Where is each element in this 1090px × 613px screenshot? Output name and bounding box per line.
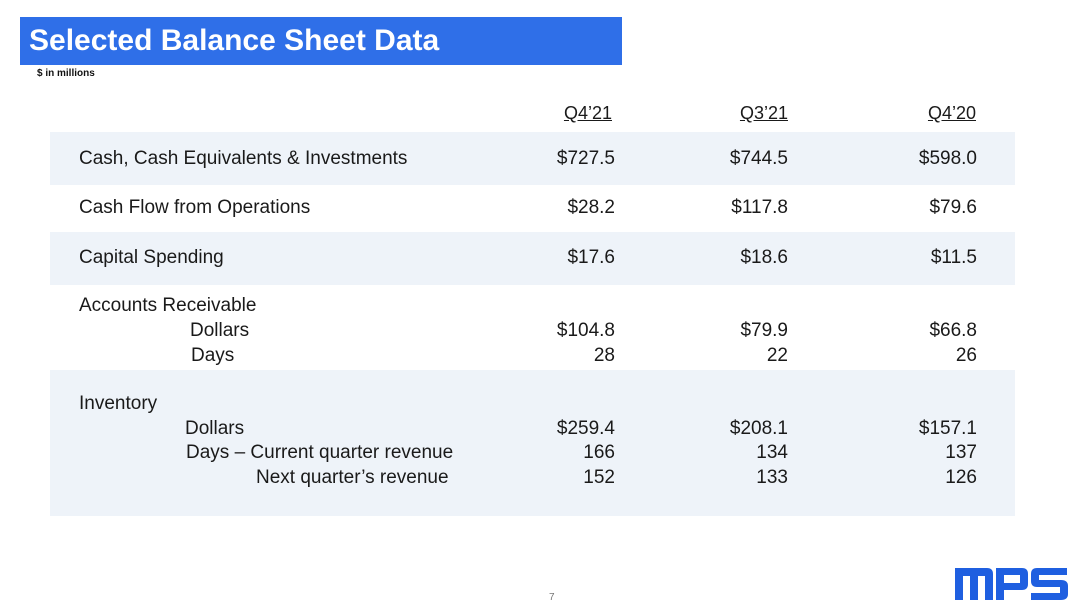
cell-inv-days-next-q4-21: 152	[583, 467, 615, 488]
cell-capex-q4-21: $17.6	[567, 247, 615, 268]
row-label-inventory-days-current: Days – Current quarter revenue	[186, 442, 454, 463]
cell-cash-q3-21: $744.5	[729, 148, 788, 169]
row-label-cash: Cash, Cash Equivalents & Investments	[79, 148, 408, 169]
cell-inv-days-next-q3-21: 133	[756, 467, 788, 488]
cell-ar-dollars-q4-21: $104.8	[556, 320, 615, 341]
cell-inv-dollars-q4-20: $157.1	[918, 418, 977, 439]
cell-cfo-q3-21: $117.8	[731, 197, 788, 218]
row-band-cash	[50, 132, 1015, 185]
row-label-cfo: Cash Flow from Operations	[79, 197, 311, 218]
row-label-inventory-dollars: Dollars	[185, 418, 245, 439]
cell-inv-days-current-q3-21: 134	[756, 442, 788, 463]
cell-cfo-q4-20: $79.6	[929, 197, 977, 218]
cell-cfo-q4-21: $28.2	[567, 197, 615, 218]
units-note: $ in millions	[37, 68, 95, 79]
cell-inv-days-current-q4-21: 166	[583, 442, 615, 463]
mps-logo	[955, 568, 1068, 600]
cell-inv-days-next-q4-20: 126	[945, 467, 977, 488]
row-label-ar: Accounts Receivable	[79, 295, 257, 316]
row-label-inventory-days-next: Next quarter’s revenue	[256, 467, 449, 488]
row-band-capex	[50, 232, 1015, 285]
row-band-inventory	[50, 370, 1015, 516]
cell-inv-dollars-q3-21: $208.1	[729, 418, 788, 439]
cell-ar-dollars-q4-20: $66.8	[929, 320, 977, 341]
slide-title: Selected Balance Sheet Data	[20, 17, 622, 65]
row-label-capex: Capital Spending	[79, 247, 224, 268]
column-header-q4-20: Q4’20	[927, 103, 976, 123]
cell-capex-q3-21: $18.6	[740, 247, 788, 268]
cell-inv-dollars-q4-21: $259.4	[556, 418, 615, 439]
cell-inv-days-current-q4-20: 137	[945, 442, 977, 463]
column-header-q4-21: Q4’21	[563, 103, 612, 123]
row-label-inventory: Inventory	[79, 393, 158, 414]
column-header-q3-21: Q3’21	[739, 103, 788, 123]
cell-ar-days-q3-21: 22	[766, 345, 788, 366]
row-label-ar-dollars: Dollars	[190, 320, 250, 341]
cell-cash-q4-21: $727.5	[556, 148, 615, 169]
page-number: 7	[549, 592, 555, 603]
cell-capex-q4-20: $11.5	[930, 247, 977, 268]
cell-cash-q4-20: $598.0	[918, 148, 977, 169]
cell-ar-dollars-q3-21: $79.9	[740, 320, 788, 341]
cell-ar-days-q4-21: 28	[593, 345, 615, 366]
cell-ar-days-q4-20: 26	[955, 345, 977, 366]
row-label-ar-days: Days	[191, 345, 235, 366]
